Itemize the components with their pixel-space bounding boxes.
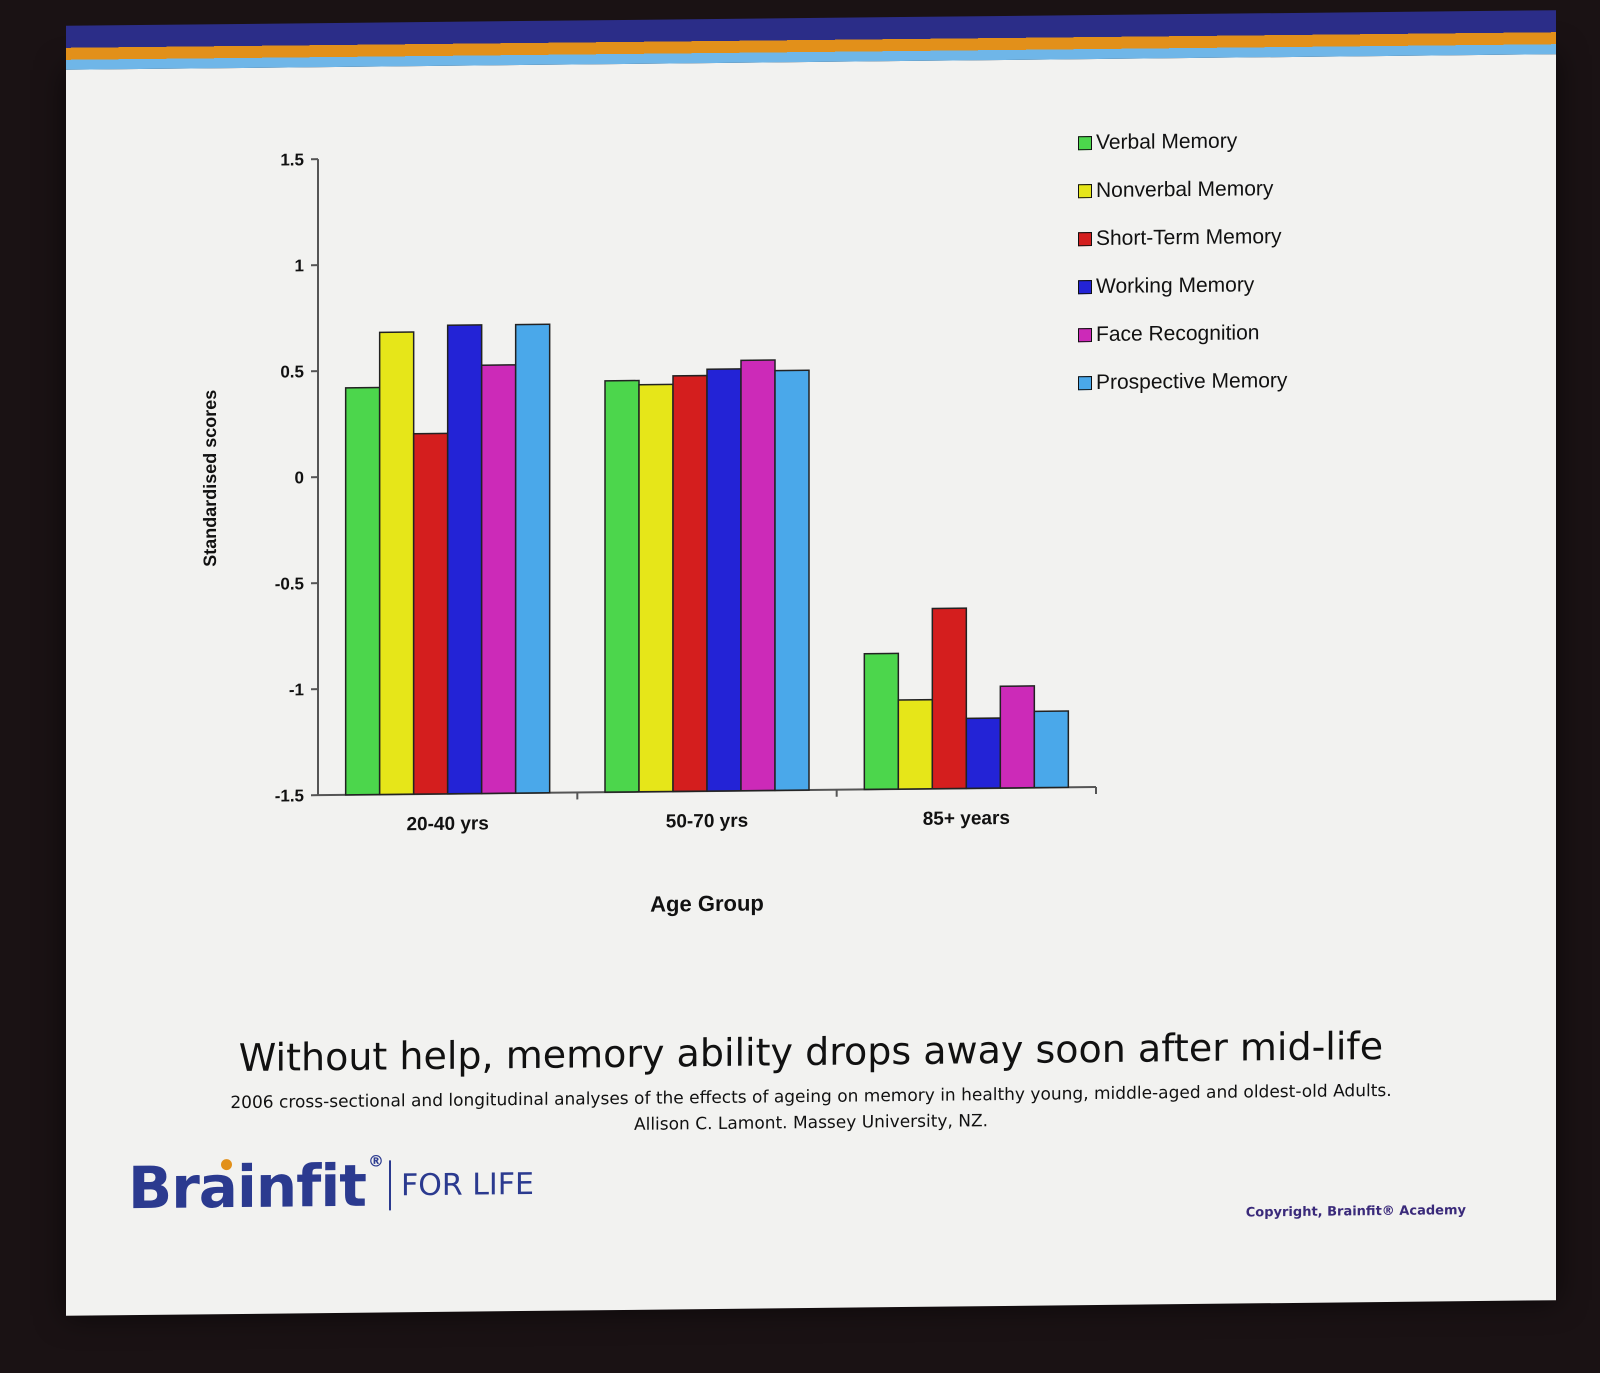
bar-face-recognition bbox=[480, 364, 517, 795]
legend-item: Nonverbal Memory bbox=[1078, 165, 1287, 215]
bar-chart: 1.5 1 0.5 0 -0.5 -1 -1.5 Standardised scores 20-… bbox=[200, 150, 1097, 917]
copyright-notice: Copyright, Brainfit® Academy bbox=[1245, 1203, 1466, 1221]
y-tick-label: -1.5 bbox=[275, 786, 304, 805]
legend-swatch bbox=[1078, 232, 1092, 247]
legend-swatch bbox=[1078, 280, 1092, 295]
legend-item: Working Memory bbox=[1078, 261, 1287, 311]
legend-item: Verbal Memory bbox=[1078, 117, 1287, 167]
bar-verbal-memory bbox=[863, 652, 900, 791]
y-tick-label: -0.5 bbox=[275, 574, 304, 593]
y-axis-label: Standardised scores bbox=[200, 390, 220, 567]
bar-nonverbal-memory bbox=[897, 698, 934, 790]
bar-verbal-memory bbox=[344, 386, 381, 796]
x-tick-label: 50-70 yrs bbox=[666, 811, 748, 833]
y-tick-label: -1 bbox=[289, 680, 304, 699]
bar-short-term-memory bbox=[412, 432, 449, 795]
slide-headline: Without help, memory ability drops away … bbox=[238, 1024, 1384, 1080]
bar-prospective-memory bbox=[514, 323, 551, 794]
bar-face-recognition bbox=[740, 359, 776, 792]
y-tick-label: 1.5 bbox=[280, 150, 304, 169]
x-tick-label: 20-40 yrs bbox=[406, 813, 488, 835]
legend-label: Short-Term Memory bbox=[1096, 225, 1282, 251]
legend-label: Face Recognition bbox=[1096, 321, 1260, 347]
logo-word-text: Brainfit bbox=[128, 1151, 366, 1223]
legend-label: Nonverbal Memory bbox=[1096, 177, 1274, 203]
logo-tagline: FOR LIFE bbox=[400, 1166, 534, 1203]
bar-prospective-memory bbox=[774, 369, 810, 792]
legend-item: Prospective Memory bbox=[1078, 357, 1287, 407]
legend-swatch bbox=[1078, 184, 1092, 199]
bar-nonverbal-memory bbox=[638, 383, 674, 793]
logo-registered-mark: ® bbox=[367, 1151, 383, 1171]
bar-working-memory bbox=[446, 324, 483, 795]
bar-short-term-memory bbox=[931, 607, 968, 790]
y-tick-label: 0.5 bbox=[280, 362, 304, 381]
citation: 2006 cross-sectional and longitudinal an… bbox=[66, 1076, 1556, 1144]
bar-working-memory bbox=[965, 717, 1002, 790]
bar-verbal-memory bbox=[604, 379, 640, 793]
y-tick-label: 1 bbox=[295, 256, 304, 275]
presentation-slide: 1.5 1 0.5 0 -0.5 -1 -1.5 Standardised scores 20-… bbox=[66, 10, 1556, 1316]
bar-short-term-memory bbox=[672, 374, 708, 793]
legend-swatch bbox=[1078, 136, 1092, 151]
x-axis-label: Age Group bbox=[650, 890, 764, 916]
logo-wordmark: Brainfit ® bbox=[128, 1151, 383, 1222]
legend-label: Verbal Memory bbox=[1096, 129, 1238, 155]
legend-swatch bbox=[1078, 328, 1092, 343]
legend-item: Short-Term Memory bbox=[1078, 213, 1287, 263]
legend-swatch bbox=[1078, 376, 1092, 391]
logo-dot-icon bbox=[221, 1159, 232, 1171]
logo-divider bbox=[388, 1160, 391, 1211]
x-tick-label: 85+ years bbox=[923, 808, 1010, 830]
legend-label: Prospective Memory bbox=[1096, 369, 1288, 395]
bar-working-memory bbox=[706, 368, 742, 792]
legend-item: Face Recognition bbox=[1078, 309, 1287, 359]
legend-label: Working Memory bbox=[1096, 273, 1255, 299]
bar-face-recognition bbox=[999, 685, 1036, 789]
bar-prospective-memory bbox=[1033, 710, 1070, 789]
bar-nonverbal-memory bbox=[378, 331, 415, 796]
chart-legend: Verbal Memory Nonverbal Memory Short-Term … bbox=[1078, 117, 1287, 407]
y-tick-label: 0 bbox=[295, 468, 304, 487]
brainfit-logo: Brainfit ® FOR LIFE bbox=[128, 1150, 534, 1222]
